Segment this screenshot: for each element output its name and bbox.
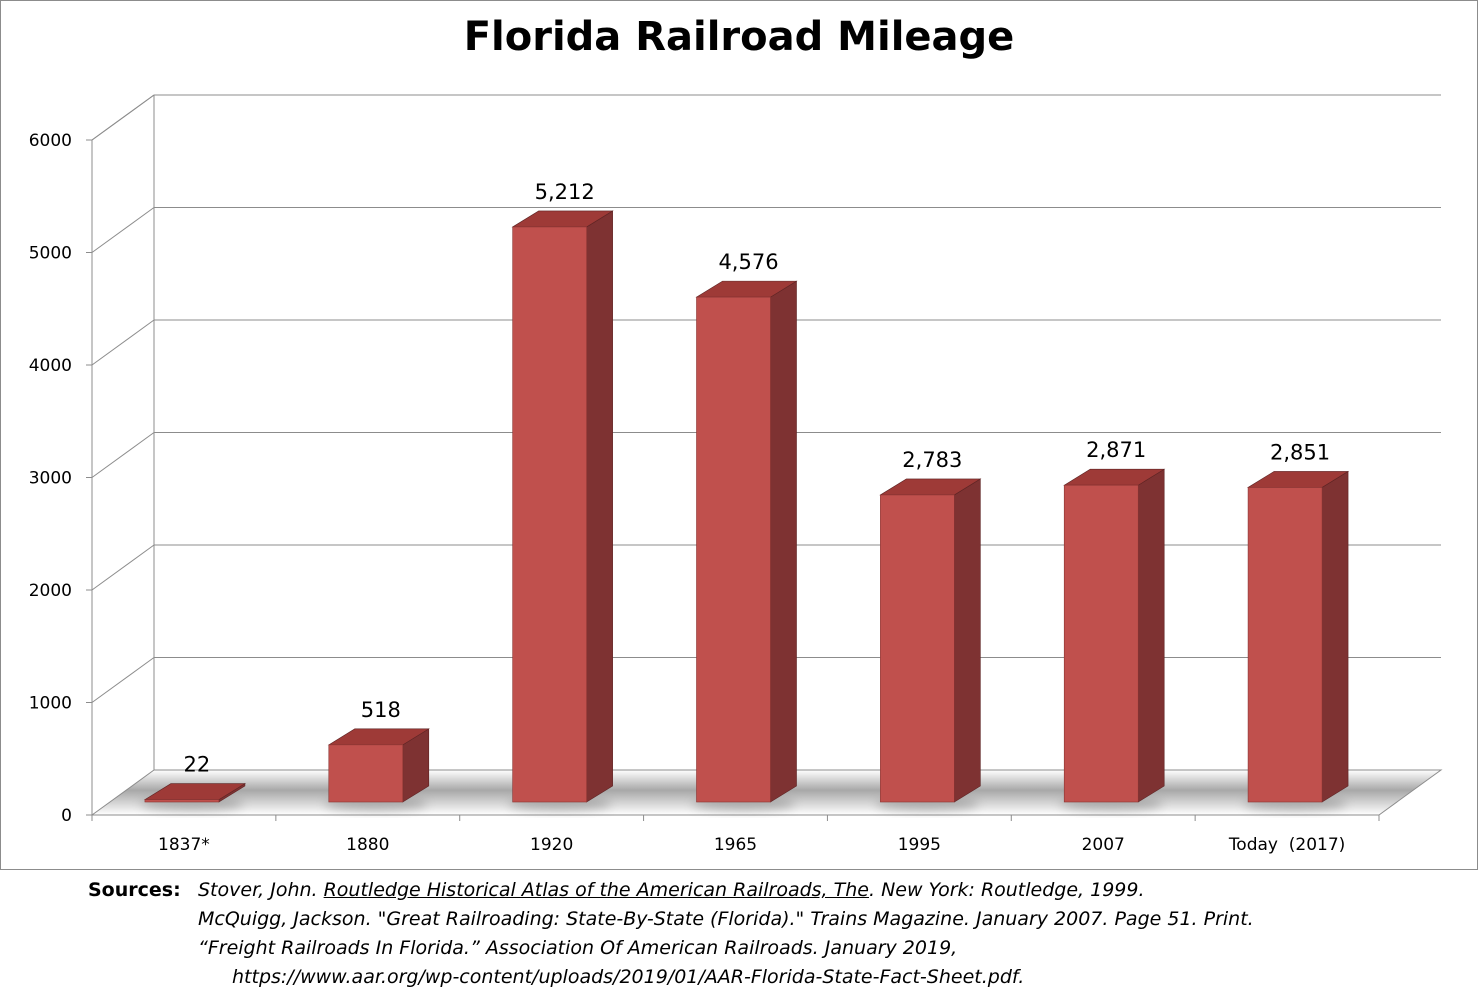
bar-side (1321, 470, 1349, 803)
data-label: 22 (184, 753, 211, 777)
axis-layer: 0 1000 2000 3000 4000 5000 6000 (29, 94, 1380, 826)
source-line: Stover, John. Routledge Historical Atlas… (198, 876, 1254, 905)
bar (875, 478, 982, 811)
labels-layer: 22 1837* 518 1880 5,212 1920 4,576 1965 2,783 199… (158, 180, 1345, 855)
grid-layer (91, 94, 1441, 703)
sources-label: Sources: (88, 879, 181, 901)
floor-outline (91, 769, 1443, 816)
y-tick-label: 5000 (29, 244, 72, 264)
bar-chart: 0 1000 2000 3000 4000 5000 6000 22 1837* 518 1880… (29, 94, 1443, 855)
x-tick-label: 2007 (1082, 835, 1125, 855)
source-line: “Freight Railroads In Florida.” Associat… (198, 937, 958, 959)
bar-side (954, 478, 981, 803)
x-tick-label: 1995 (898, 835, 941, 855)
bar (1243, 470, 1350, 811)
x-tick-label: 1837* (158, 835, 210, 855)
bar-side (770, 280, 797, 803)
bar-side (1137, 468, 1165, 803)
source-title: Routledge Historical Atlas of the Americ… (323, 879, 869, 901)
data-label: 2,851 (1270, 440, 1330, 464)
data-label: 5,212 (535, 180, 595, 204)
side-gridline (91, 432, 155, 478)
y-tick-label: 4000 (29, 356, 72, 376)
source-suffix: . New York: Routledge, 1999. (868, 879, 1145, 901)
y-tick-label: 0 (61, 806, 72, 826)
y-tick-label: 6000 (29, 131, 72, 151)
x-tick-label: 1920 (530, 835, 573, 855)
data-label: 4,576 (718, 250, 778, 274)
bar-front (1247, 487, 1323, 803)
bar (691, 280, 798, 811)
top-side-edge (91, 94, 155, 141)
data-label: 2,783 (902, 448, 962, 472)
source-url: https://www.aar.org/wp-content/uploads/2… (232, 966, 1025, 988)
bar-front (512, 226, 587, 803)
bar-front (144, 799, 220, 803)
chart-title: Florida Railroad Mileage (463, 14, 1015, 60)
x-tick-label: 1965 (714, 835, 757, 855)
bar (507, 210, 614, 811)
bar (1059, 468, 1166, 811)
side-gridline (91, 207, 155, 253)
data-label: 518 (361, 698, 401, 722)
data-label: 2,871 (1086, 438, 1146, 462)
bars-layer (140, 210, 1350, 811)
bar-front (696, 296, 771, 803)
bar-front (880, 494, 955, 803)
sources-list: Stover, John. Routledge Historical Atlas… (198, 876, 1254, 992)
bar (323, 728, 430, 811)
y-tick-label: 1000 (29, 694, 72, 714)
side-gridline (91, 657, 155, 703)
side-gridline (91, 319, 155, 366)
bar (140, 783, 246, 811)
x-tick-label: Today (2017) (1228, 835, 1346, 855)
bar-side (586, 210, 613, 803)
y-tick-label: 3000 (29, 469, 72, 489)
source-line: McQuigg, Jackson. "Great Railroading: St… (198, 908, 1254, 930)
y-tick-label: 2000 (29, 581, 72, 601)
source-prefix: Stover, John. (198, 879, 324, 901)
side-gridline (91, 544, 155, 591)
bar-front (328, 744, 404, 803)
bar-front (1063, 484, 1139, 803)
x-tick-label: 1880 (346, 835, 389, 855)
